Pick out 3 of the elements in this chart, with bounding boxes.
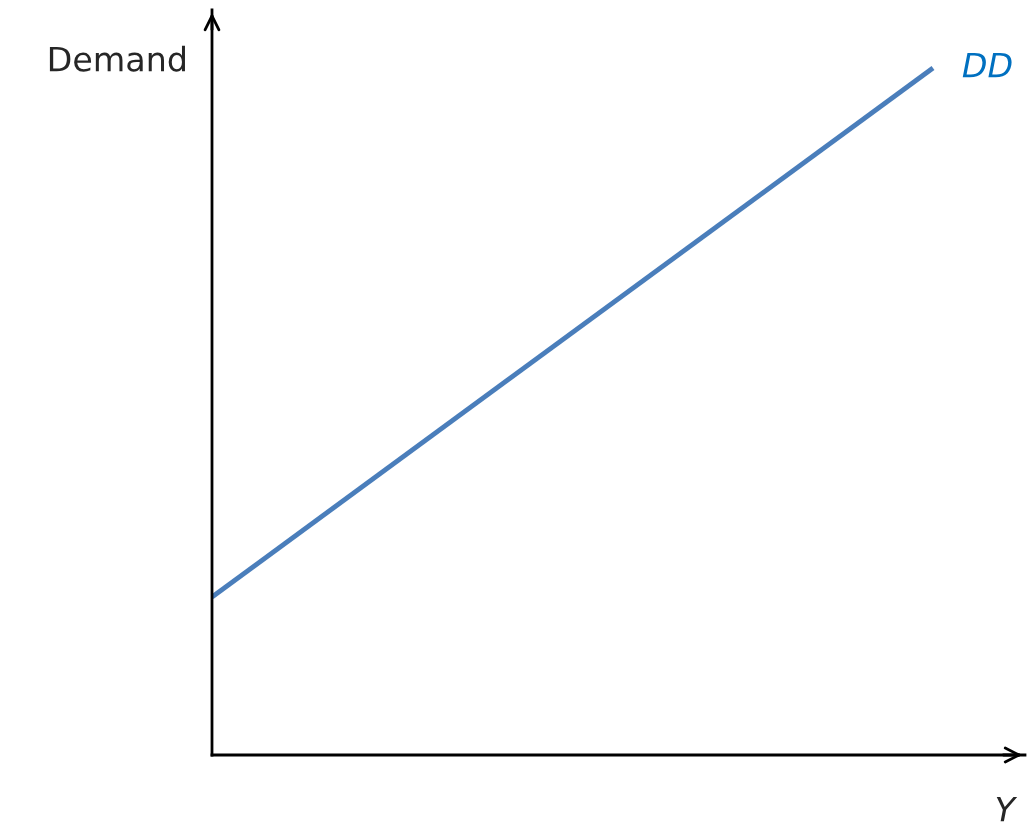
series-label: DD xyxy=(962,52,1012,78)
x-axis-title: Y xyxy=(996,796,1018,822)
y-axis-title: Demand xyxy=(49,45,185,72)
